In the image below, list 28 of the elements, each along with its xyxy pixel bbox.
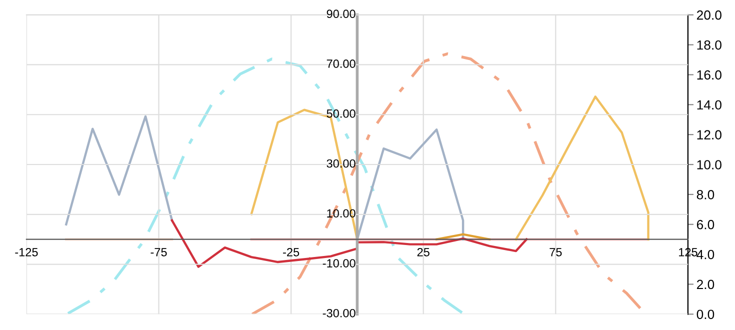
line-series xyxy=(514,96,650,240)
y2-tick-label: 4.0 xyxy=(696,250,714,260)
line-series xyxy=(65,115,174,226)
y-tick-label: 50.00 xyxy=(326,109,356,118)
y-tick-label: 70.00 xyxy=(326,60,356,68)
y-tick-label: 30.00 xyxy=(326,159,356,168)
x-tick-label: -125 xyxy=(15,248,38,256)
line-series xyxy=(356,128,464,240)
y-tick-label: 90.00 xyxy=(326,10,356,18)
y2-tick-label: 16.0 xyxy=(697,70,722,80)
x-tick-label: 75 xyxy=(550,248,562,256)
line-series xyxy=(250,108,358,240)
y2-tick-label: 18.0 xyxy=(697,40,722,50)
x-tick-label: 25 xyxy=(417,248,430,256)
line-series xyxy=(170,219,528,268)
x-tick-label: -75 xyxy=(150,248,167,256)
y-tick-label: 10.00 xyxy=(327,209,356,218)
y2-tick-label: 14.0 xyxy=(697,100,722,110)
y2-tick-label: 20.0 xyxy=(696,10,722,20)
y2-tick-label: 8.0 xyxy=(696,190,714,200)
y2-tick-label: 12.0 xyxy=(697,130,722,140)
y2-tick-label: 0.0 xyxy=(696,310,714,320)
x-tick-label: -25 xyxy=(283,248,300,256)
y2-tick-label: 10.0 xyxy=(697,160,722,170)
y-tick-label: -10.00 xyxy=(322,259,356,268)
y-tick-label: -30.00 xyxy=(322,308,356,318)
y2-tick-label: 6.0 xyxy=(696,220,714,230)
y2-tick-label: 2.0 xyxy=(696,280,714,290)
